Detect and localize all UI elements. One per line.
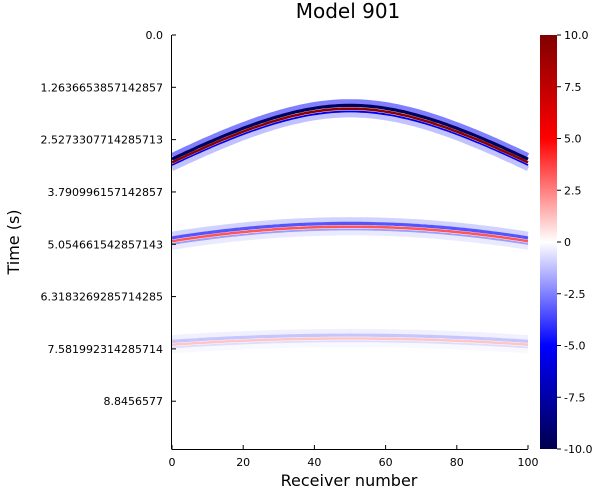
colorbar: 10.0 7.5 5.0 2.5 0 -2.5 -5.0 -7.5 -10.0 — [540, 29, 592, 456]
reflection-trace — [171, 217, 529, 237]
colorbar-ticks: 10.0 7.5 5.0 2.5 0 -2.5 -5.0 -7.5 -10.0 — [557, 29, 592, 456]
reflection-trace — [171, 328, 529, 341]
colorbar-gradient — [540, 35, 557, 449]
x-tick-label: 20 — [236, 456, 250, 469]
reflection-trace — [171, 110, 529, 167]
colorbar-tick-label: 10.0 — [564, 29, 589, 42]
reflection-trace — [170, 99, 530, 158]
colorbar-tick-label: -2.5 — [564, 288, 585, 301]
y-tick-label: 2.5273307714285713 — [41, 134, 163, 147]
reflection-trace — [171, 107, 529, 164]
colorbar-tick-label: 0 — [564, 236, 571, 249]
y-tick-label: 8.8456577 — [104, 395, 164, 408]
reflection-trace — [171, 221, 529, 240]
reflection-trace — [171, 103, 529, 161]
colorbar-tick-label: -10.0 — [564, 443, 592, 456]
colorbar-tick-label: 2.5 — [564, 184, 582, 197]
colorbar-tick-label: -5.0 — [564, 340, 585, 353]
y-ticks: 0.0 1.2636653857142857 2.5273307714285713 3… — [41, 29, 176, 408]
y-tick-label: 3.790996157142857 — [48, 186, 163, 199]
x-tick-label: 0 — [169, 456, 176, 469]
y-tick-label: 6.3183269285714285 — [41, 291, 163, 304]
colorbar-tick-label: 5.0 — [564, 133, 582, 146]
plot-area: 0 20 40 60 80 100 0.0 1.2636653857142857 2.5273… — [41, 29, 539, 469]
reflection-event — [171, 217, 529, 250]
reflection-event — [170, 99, 530, 171]
x-axis-title: Receiver number — [281, 471, 418, 490]
y-axis-title: Time (s) — [4, 209, 23, 275]
reflection-event — [171, 328, 529, 354]
reflection-trace — [171, 337, 529, 346]
reflection-trace — [171, 342, 529, 354]
colorbar-tick-label: -7.5 — [564, 391, 585, 404]
x-tick-label: 60 — [379, 456, 393, 469]
x-ticks: 0 20 40 60 80 100 — [169, 445, 539, 469]
y-tick-label: 0.0 — [146, 29, 164, 42]
y-tick-label: 7.581992314285714 — [48, 343, 163, 356]
seismic-events — [170, 99, 530, 354]
y-tick-label: 5.054661542857143 — [48, 238, 163, 251]
chart-title: Model 901 — [296, 0, 401, 23]
colorbar-tick-label: 7.5 — [564, 81, 582, 94]
y-tick-label: 1.2636653857142857 — [41, 81, 163, 94]
x-tick-label: 100 — [518, 456, 539, 469]
x-tick-label: 80 — [450, 456, 464, 469]
reflection-trace — [171, 225, 529, 243]
reflection-trace — [171, 340, 529, 349]
reflection-trace — [171, 230, 529, 250]
reflection-trace — [171, 333, 529, 343]
x-tick-label: 40 — [307, 456, 321, 469]
reflection-trace — [170, 112, 530, 171]
reflection-trace — [171, 228, 529, 246]
